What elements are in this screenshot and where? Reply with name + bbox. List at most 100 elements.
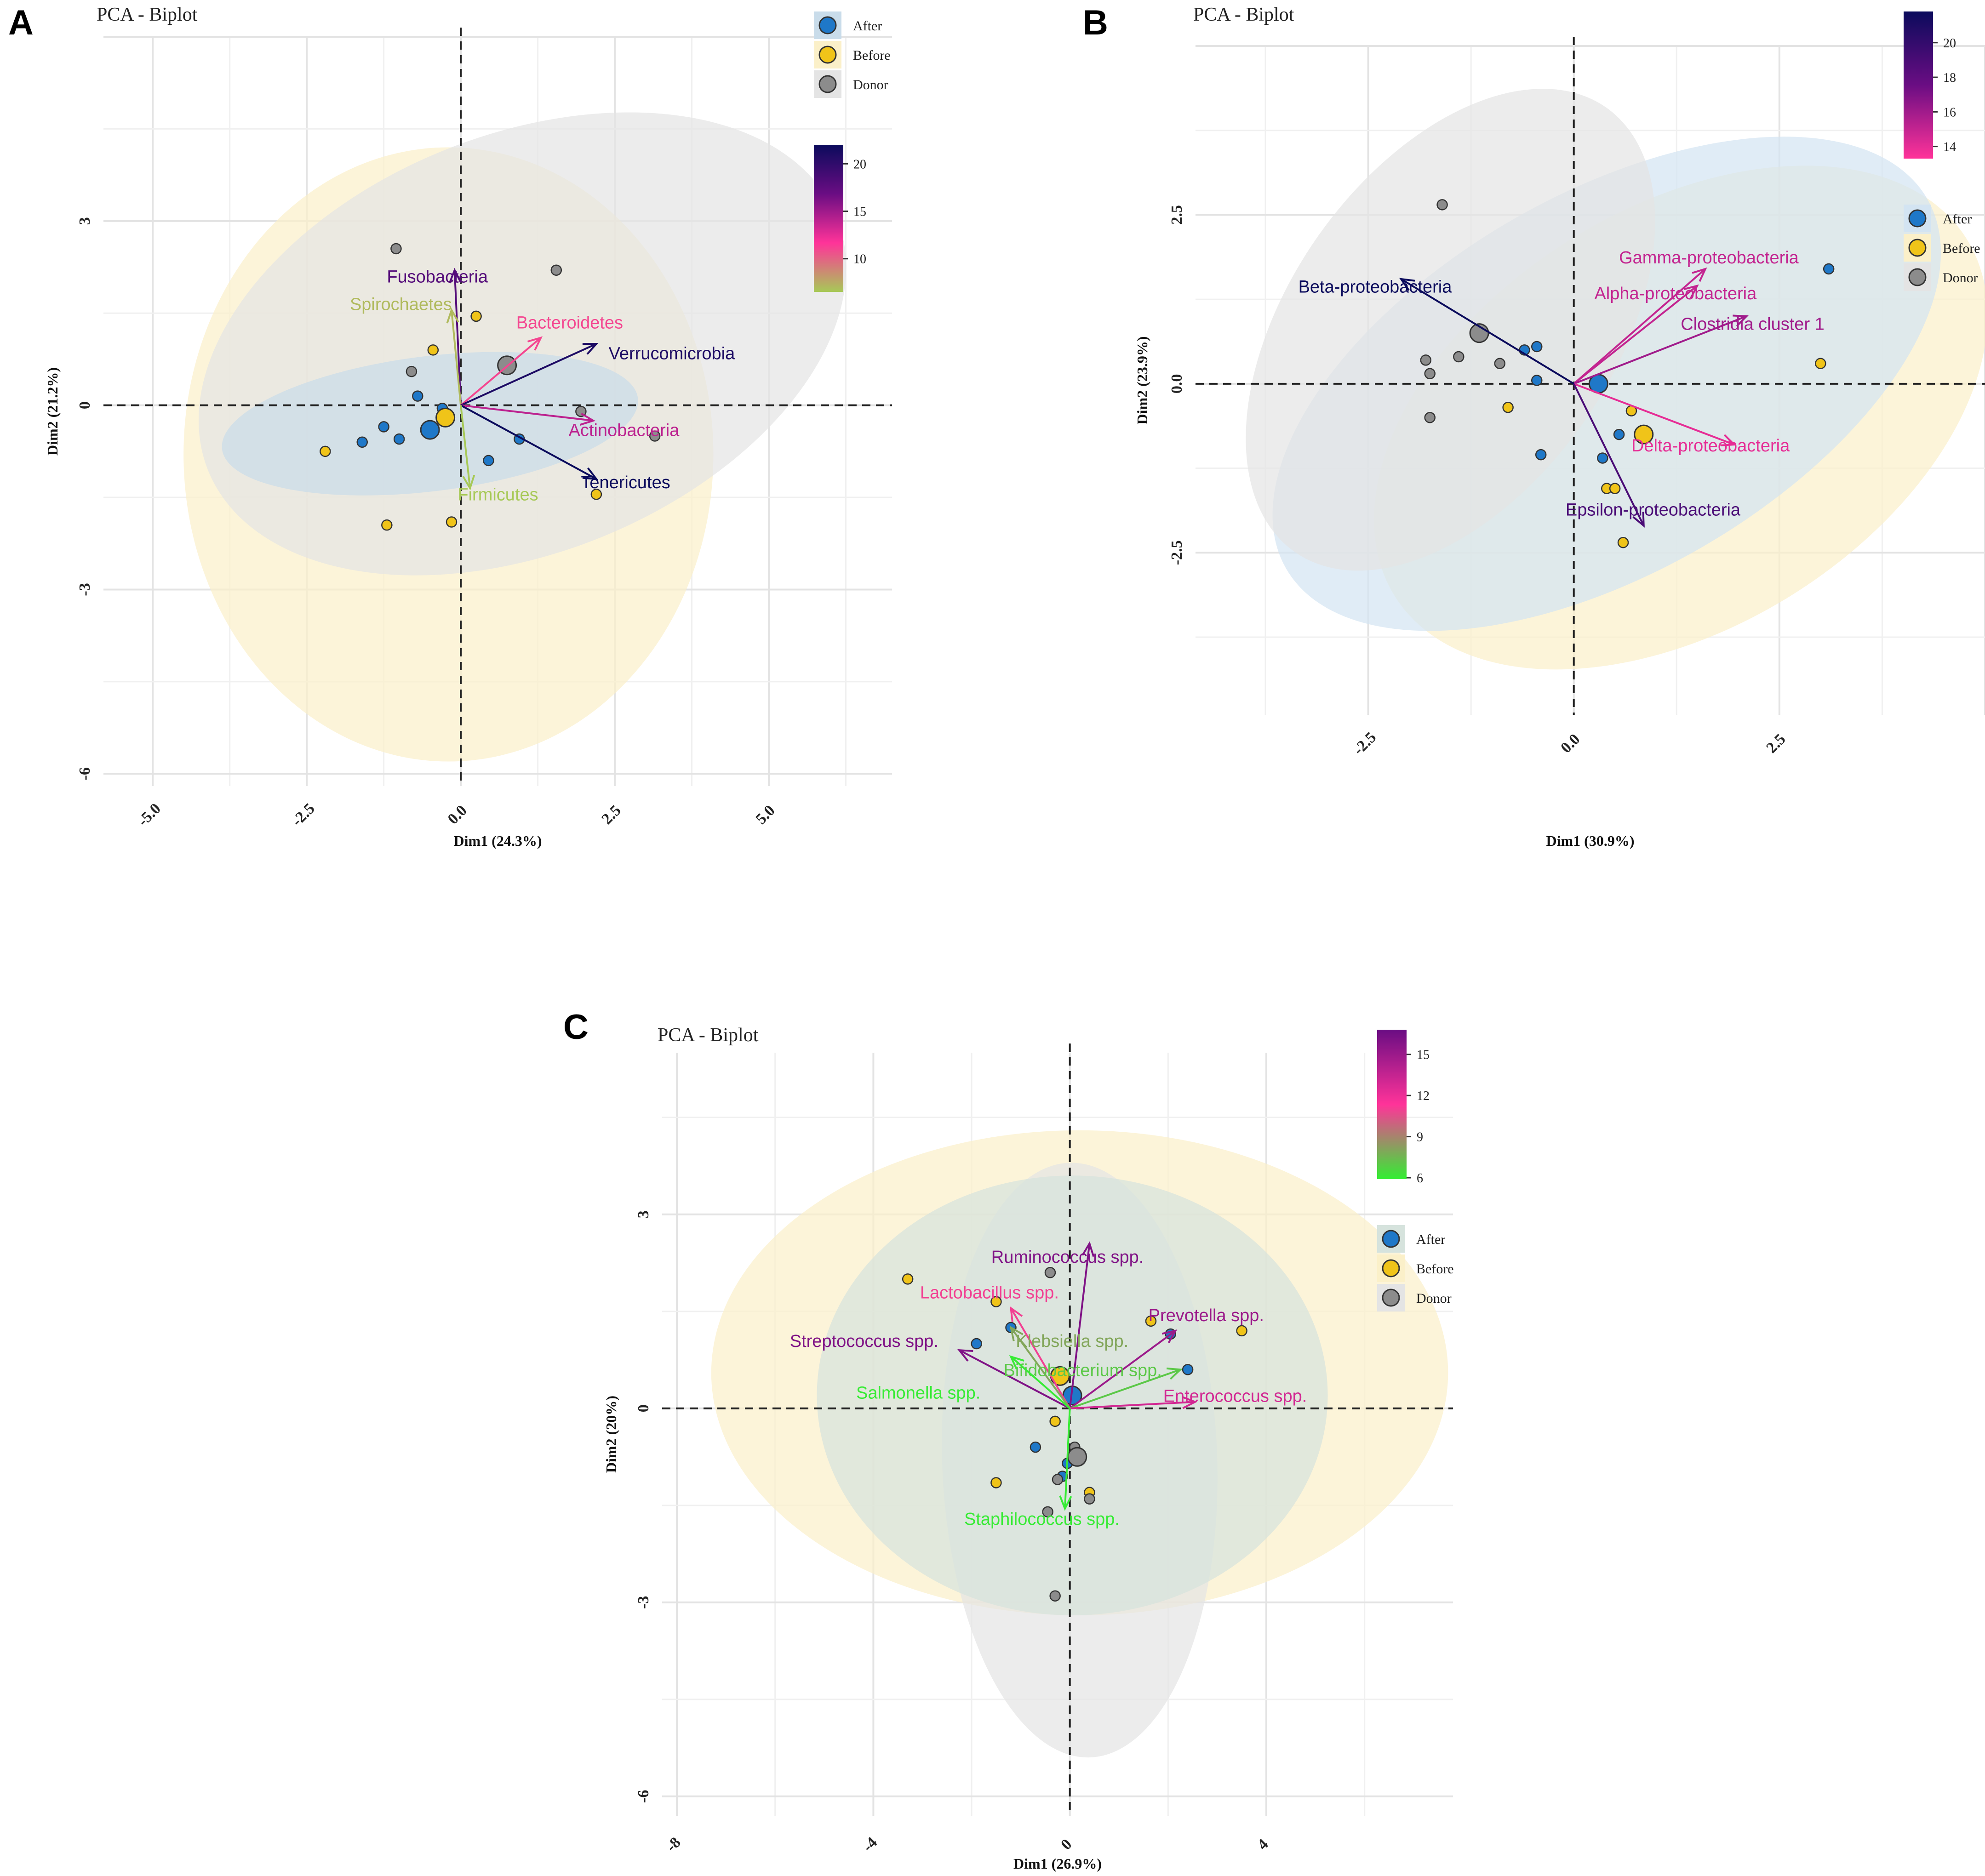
arrow-gamma-proteobacteria[interactable]: Gamma-proteobacteria — [1573, 248, 1799, 385]
arrow-actinobacteria[interactable]: Actinobacteria — [460, 404, 680, 440]
data-point-before[interactable] — [990, 1296, 1002, 1307]
data-point-donor[interactable] — [1052, 1474, 1064, 1485]
arrow-clostridia-cluster-1[interactable]: Clostridia cluster 1 — [1573, 314, 1825, 385]
arrow-tenericutes[interactable]: Tenericutes — [460, 404, 670, 492]
data-point-donor[interactable] — [1453, 351, 1464, 363]
legend-item-before[interactable]: Before — [1377, 1254, 1454, 1282]
arrow-shaft — [460, 404, 597, 480]
data-point-donor[interactable] — [1420, 354, 1432, 366]
arrow-label: Ruminococcus spp. — [991, 1248, 1144, 1267]
data-point-before[interactable] — [427, 344, 439, 356]
arrow-shaft — [460, 405, 471, 489]
data-point-donor[interactable] — [406, 365, 418, 377]
data-point-donor[interactable] — [1044, 1267, 1056, 1278]
data-point-donor[interactable] — [1042, 1506, 1053, 1518]
data-point-donor[interactable] — [1049, 1590, 1061, 1602]
arrow-alpha-proteobacteria[interactable]: Alpha-proteobacteria — [1573, 284, 1757, 385]
arrow-epsilon-proteobacteria[interactable]: Epsilon-proteobacteria — [1566, 383, 1741, 528]
centroid-before[interactable] — [1634, 424, 1654, 445]
arrow-salmonella-spp[interactable]: Salmonella spp. — [856, 1355, 1071, 1409]
data-point-donor[interactable] — [550, 264, 562, 276]
data-point-after[interactable] — [1182, 1364, 1194, 1375]
arrow-lactobacillus-spp[interactable]: Lactobacillus spp. — [920, 1283, 1071, 1409]
data-point-after[interactable] — [1597, 452, 1608, 464]
centroid-before[interactable] — [435, 407, 456, 428]
data-point-after[interactable] — [378, 421, 389, 433]
data-point-before[interactable] — [590, 489, 602, 500]
data-point-after[interactable] — [1531, 375, 1543, 386]
legend-label: After — [1416, 1232, 1445, 1247]
data-point-before[interactable] — [1815, 358, 1826, 370]
arrow-staphilococcus-spp[interactable]: Staphilococcus spp. — [964, 1408, 1120, 1529]
centroid-donor[interactable] — [1067, 1447, 1087, 1467]
data-point-before[interactable] — [902, 1273, 914, 1285]
data-point-donor[interactable] — [1084, 1493, 1095, 1505]
data-point-before[interactable] — [1236, 1325, 1247, 1337]
data-point-after[interactable] — [483, 455, 494, 467]
centroid-after[interactable] — [420, 420, 440, 440]
data-point-before[interactable] — [320, 445, 331, 457]
arrow-bacteroidetes[interactable]: Bacteroidetes — [460, 314, 623, 406]
arrow-prevotella-spp[interactable]: Prevotella spp. — [1069, 1306, 1264, 1409]
arrow-label: Fusobacteria — [387, 267, 488, 286]
data-point-after[interactable] — [1535, 449, 1547, 461]
panel-c-arrows: Ruminococcus spp. Lactobacillus spp. Prevo… — [790, 1241, 1307, 1529]
data-point-before[interactable] — [990, 1477, 1002, 1488]
data-point-after[interactable] — [356, 436, 368, 448]
data-point-before[interactable] — [470, 310, 482, 322]
legend-item-donor[interactable]: Donor — [814, 70, 888, 98]
panel-a-arrows: Fusobacteria Spirochaetes Bacteroidetes Ver… — [350, 267, 735, 504]
arrow-shaft — [1010, 1307, 1071, 1409]
data-point-donor[interactable] — [1424, 368, 1436, 380]
arrow-label: Actinobacteria — [569, 421, 680, 440]
data-point-before[interactable] — [381, 519, 393, 531]
data-point-before[interactable] — [1609, 483, 1621, 494]
data-point-donor[interactable] — [1424, 412, 1436, 423]
arrow-bifidobacterium-spp[interactable]: Bifidobacterium spp. — [1003, 1361, 1183, 1409]
legend-item-donor[interactable]: Donor — [1377, 1284, 1452, 1311]
legend-label: After — [1943, 211, 1972, 227]
panel-c-y-axis-title: Dim2 (20%) — [603, 1396, 619, 1473]
legend-item-before[interactable]: Before — [814, 41, 891, 68]
arrow-shaft — [460, 337, 542, 406]
legend-item-after[interactable]: After — [1904, 205, 1972, 232]
colorbar-tick-label: 6 — [1417, 1171, 1423, 1186]
data-point-after[interactable] — [1030, 1441, 1041, 1453]
data-point-donor[interactable] — [1436, 199, 1448, 211]
y-tick-label: -6 — [76, 767, 93, 780]
arrow-fusobacteria[interactable]: Fusobacteria — [387, 267, 488, 405]
data-point-before[interactable] — [1617, 536, 1629, 548]
data-point-after[interactable] — [412, 390, 423, 402]
arrow-label: Spirochaetes — [350, 295, 452, 314]
data-point-before[interactable] — [446, 516, 458, 528]
colorbar-gradient — [1377, 1030, 1407, 1179]
arrow-klebsiella-spp[interactable]: Klebsiella spp. — [1009, 1325, 1129, 1409]
data-point-after[interactable] — [971, 1338, 982, 1350]
data-point-before[interactable] — [1145, 1315, 1157, 1327]
legend-item-after[interactable]: After — [814, 11, 882, 39]
y-tick-label: -2.5 — [1168, 540, 1185, 565]
data-point-donor[interactable] — [649, 430, 661, 442]
y-tick-label: -6 — [635, 1790, 652, 1803]
y-tick-label: 2.5 — [1168, 205, 1185, 225]
arrow-beta-proteobacteria[interactable]: Beta-proteobacteria — [1299, 277, 1574, 385]
arrow-spirochaetes[interactable]: Spirochaetes — [350, 295, 462, 405]
legend-item-before[interactable]: Before — [1904, 234, 1980, 262]
arrow-verrucomicrobia[interactable]: Verrucomicrobia — [460, 343, 735, 406]
panel-b-points — [1420, 199, 1835, 548]
arrow-delta-proteobacteria[interactable]: Delta-proteobacteria — [1573, 382, 1790, 456]
arrow-firmicutes[interactable]: Firmicutes — [458, 405, 538, 505]
data-point-after[interactable] — [1823, 263, 1835, 275]
data-point-after[interactable] — [1613, 428, 1625, 440]
data-point-after[interactable] — [393, 433, 405, 445]
arrow-enterococcus-spp[interactable]: Enterococcus spp. — [1070, 1387, 1307, 1409]
arrow-ruminococcus-spp[interactable]: Ruminococcus spp. — [991, 1241, 1144, 1408]
legend-item-donor[interactable]: Donor — [1904, 263, 1978, 291]
data-point-before[interactable] — [1502, 402, 1514, 413]
data-point-after[interactable] — [1531, 341, 1543, 353]
legend-item-after[interactable]: After — [1377, 1225, 1445, 1253]
data-point-donor[interactable] — [390, 243, 402, 255]
data-point-before[interactable] — [1049, 1415, 1061, 1427]
arrow-streptococcus-spp[interactable]: Streptococcus spp. — [790, 1332, 1070, 1409]
data-point-donor[interactable] — [1494, 358, 1506, 370]
